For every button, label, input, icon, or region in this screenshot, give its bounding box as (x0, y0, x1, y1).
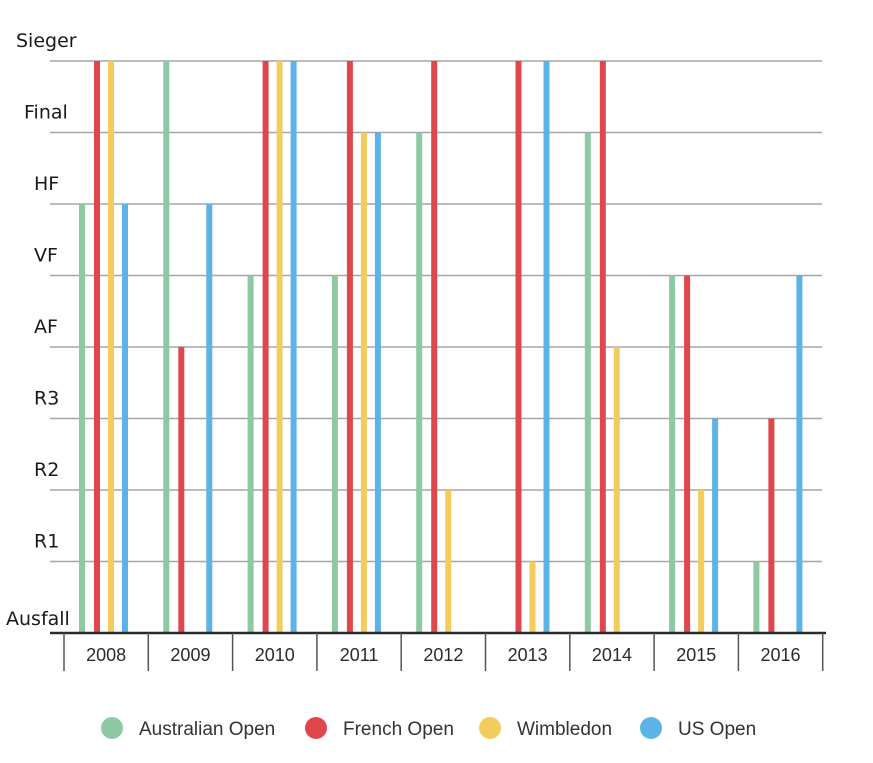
y-tick-label: R2 (34, 459, 59, 481)
bars (79, 61, 803, 633)
bar-us-open-2011 (374, 132, 381, 633)
bar-australian-open-2010 (247, 275, 254, 633)
x-tick-label-2010: 2010 (255, 645, 295, 665)
legend-label: Wimbledon (517, 719, 612, 740)
legend-swatch (479, 717, 501, 739)
legend-item-french-open: French Open (305, 717, 454, 740)
bar-us-open-2010 (290, 61, 297, 633)
x-axis: 2008 2009 2010 2011 2012 2013 2014 2015 2016 (50, 631, 826, 671)
bar-wimbledon-2014 (613, 347, 620, 633)
legend-item-australian-open: Australian Open (101, 717, 275, 740)
x-tick-label-2012: 2012 (423, 645, 463, 665)
bar-us-open-2015 (712, 418, 719, 633)
bar-australian-open-2015 (669, 275, 676, 633)
bar-wimbledon-2012 (445, 490, 452, 633)
legend-label: US Open (678, 719, 756, 740)
y-axis-labels: Ausfall R1 R2 R3 AF VF HF Final Sieger (6, 30, 77, 630)
legend-item-us-open: US Open (640, 717, 756, 740)
y-tick-label: R3 (34, 388, 59, 410)
legend-label: French Open (343, 719, 454, 740)
bar-wimbledon-2010 (276, 61, 283, 633)
bar-wimbledon-2013 (529, 561, 536, 633)
legend-swatch (640, 717, 662, 739)
x-tick-label-2015: 2015 (676, 645, 716, 665)
bar-french-open-2008 (94, 61, 100, 633)
x-tick-label-2011: 2011 (340, 645, 379, 665)
x-tick-label-2008: 2008 (86, 645, 126, 665)
bar-australian-open-2008 (79, 204, 85, 633)
legend: Australian Open French Open Wimbledon US Op… (101, 717, 756, 740)
y-tick-label: AF (34, 316, 58, 338)
bar-french-open-2015 (684, 275, 691, 633)
legend-item-wimbledon: Wimbledon (479, 717, 612, 740)
bar-french-open-2009 (178, 347, 185, 633)
bar-wimbledon-2011 (360, 132, 367, 633)
bar-wimbledon-2008 (108, 61, 114, 633)
bar-french-open-2010 (262, 61, 269, 633)
legend-label: Australian Open (139, 719, 275, 740)
y-tick-label: R1 (34, 531, 59, 553)
bar-wimbledon-2015 (698, 490, 705, 633)
bar-french-open-2014 (599, 61, 606, 633)
bar-french-open-2016 (768, 418, 775, 633)
x-tick-label-2013: 2013 (508, 645, 548, 665)
y-tick-label: HF (34, 173, 59, 195)
legend-swatch (101, 717, 123, 739)
bar-australian-open-2014 (584, 132, 591, 633)
bar-french-open-2013 (515, 61, 522, 633)
bar-us-open-2008 (122, 204, 128, 633)
x-tick-label-2014: 2014 (592, 645, 632, 665)
x-tick-label-2016: 2016 (761, 645, 801, 665)
y-tick-label: Final (24, 102, 68, 124)
bar-us-open-2009 (206, 204, 213, 633)
bar-australian-open-2009 (163, 61, 170, 633)
bar-us-open-2013 (543, 61, 550, 633)
bar-us-open-2016 (796, 275, 803, 633)
bar-french-open-2011 (346, 61, 353, 633)
bar-australian-open-2016 (753, 561, 760, 633)
y-tick-label: Sieger (16, 30, 77, 52)
bar-australian-open-2011 (331, 275, 338, 633)
x-tick-label-2009: 2009 (170, 645, 210, 665)
bar-australian-open-2012 (416, 132, 423, 633)
legend-swatch (305, 717, 327, 739)
y-tick-label: VF (34, 245, 58, 267)
y-tick-label: Ausfall (6, 608, 70, 630)
bar-french-open-2012 (431, 61, 438, 633)
